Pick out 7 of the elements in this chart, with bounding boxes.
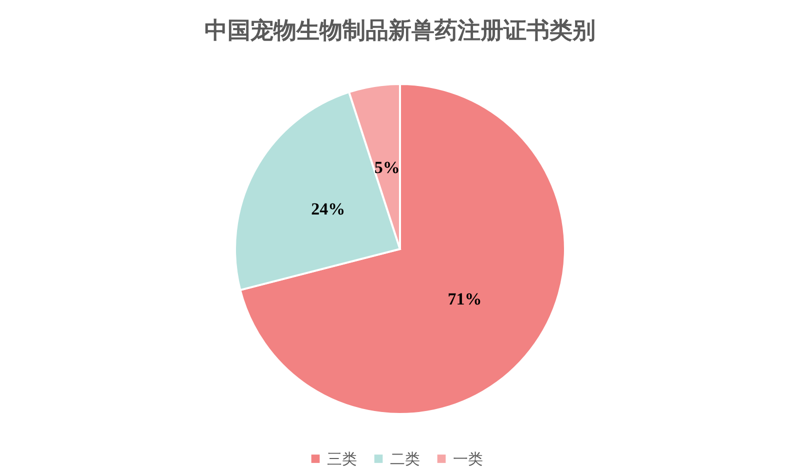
legend-label: 三类 [327,450,357,468]
data-label: 5% [374,158,400,178]
data-label: 71% [448,289,482,308]
legend-label: 二类 [390,450,420,468]
data-label: 24% [311,199,346,218]
chart-title: 中国宠物生物制品新兽药注册证书类别 [204,17,596,44]
legend-label: 一类 [453,450,483,468]
